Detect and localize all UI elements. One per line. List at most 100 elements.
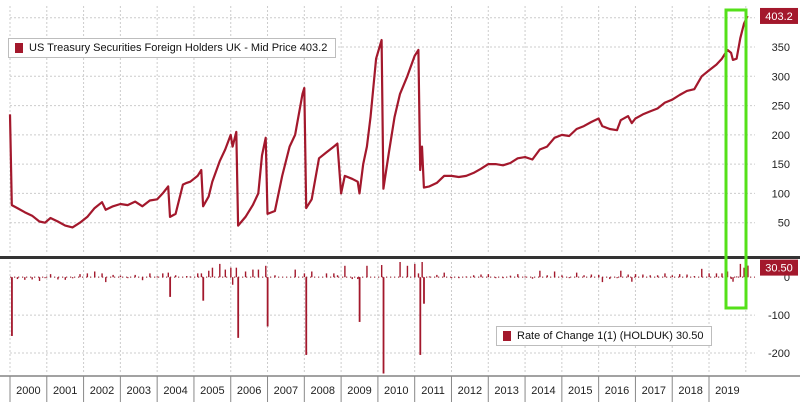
roc-bar	[428, 276, 431, 278]
roc-bar	[693, 276, 696, 278]
roc-bar	[656, 275, 659, 278]
top-last-value-label: 403.2	[765, 11, 793, 23]
roc-bar	[156, 276, 158, 278]
roc-bar	[715, 273, 718, 278]
roc-bar	[726, 271, 729, 278]
roc-bar	[24, 277, 26, 280]
x-tick-label: 2004	[163, 385, 187, 397]
roc-bar	[575, 272, 578, 278]
roc-bar	[583, 275, 585, 278]
x-tick-label: 2010	[384, 385, 408, 397]
roc-bar	[49, 274, 52, 278]
roc-bar	[197, 273, 199, 278]
roc-bar	[16, 277, 19, 280]
roc-bar	[553, 271, 556, 278]
roc-bar	[399, 262, 401, 278]
roc-bar	[417, 273, 420, 278]
x-tick-label: 2011	[421, 385, 445, 397]
top-legend-swatch	[15, 43, 23, 53]
roc-bar	[71, 277, 74, 279]
roc-bar	[502, 277, 504, 279]
roc-spike-bar	[169, 277, 172, 297]
roc-bar	[472, 275, 475, 278]
roc-spike-bar	[266, 277, 269, 327]
x-tick-label: 2018	[678, 385, 702, 397]
highlight-box	[724, 8, 748, 310]
roc-bar	[167, 272, 169, 278]
roc-bar	[38, 277, 41, 281]
top-y-tick-label: 50	[778, 218, 790, 230]
roc-spike-bar	[746, 265, 749, 278]
x-tick-label: 2007	[274, 385, 298, 397]
roc-bar	[200, 273, 203, 278]
pane-separator	[0, 256, 800, 259]
roc-bar	[294, 269, 296, 278]
roc-bar	[406, 265, 409, 278]
roc-bar	[366, 265, 368, 278]
roc-bar	[127, 277, 129, 279]
roc-bar	[509, 275, 512, 278]
roc-bar	[333, 273, 335, 278]
roc-bar	[701, 268, 703, 278]
roc-bar	[174, 275, 177, 278]
roc-bar	[94, 271, 96, 278]
roc-spike-bar	[11, 277, 13, 336]
roc-bar	[235, 267, 238, 278]
roc-bar	[436, 274, 438, 278]
top-y-tick-label: 350	[772, 42, 790, 54]
bottom-y-tick-label: -200	[768, 348, 790, 360]
roc-bar	[443, 272, 445, 278]
roc-bar	[185, 276, 188, 278]
roc-bar	[162, 273, 164, 278]
roc-bar	[524, 276, 526, 278]
roc-bar	[224, 269, 227, 278]
roc-bar	[44, 277, 46, 279]
top-y-tick-label: 250	[772, 101, 790, 113]
roc-bar	[601, 277, 604, 283]
roc-bar	[31, 277, 33, 280]
roc-bar	[311, 271, 313, 278]
bottom-legend-swatch	[503, 331, 511, 341]
roc-bar	[336, 275, 339, 278]
bottom-y-tick-label: -100	[768, 310, 790, 322]
x-tick-label: 2012	[458, 385, 482, 397]
x-tick-label: 2008	[310, 385, 334, 397]
roc-spike-bar	[423, 277, 425, 304]
roc-bar	[64, 277, 66, 280]
roc-spike-bar	[202, 277, 205, 301]
roc-bar	[598, 274, 600, 278]
roc-bar	[79, 274, 81, 278]
roc-bar	[642, 274, 644, 278]
roc-bar	[616, 277, 618, 279]
roc-bar	[708, 273, 710, 278]
bottom-y-tick-label: 0	[784, 272, 790, 284]
roc-bar	[414, 263, 416, 278]
roc-bar	[230, 267, 232, 278]
x-tick-label: 2016	[605, 385, 629, 397]
roc-bar	[539, 270, 541, 278]
roc-bar	[495, 277, 497, 279]
x-tick-label: 2005	[200, 385, 224, 397]
roc-bar	[421, 262, 423, 278]
roc-bar	[219, 263, 221, 278]
x-tick-label: 2013	[494, 385, 518, 397]
roc-bar	[664, 273, 666, 278]
roc-bar	[568, 277, 571, 279]
roc-bar	[101, 273, 103, 278]
roc-bar	[465, 276, 467, 278]
roc-bar	[736, 276, 738, 278]
roc-bar	[208, 270, 210, 278]
roc-bar	[244, 271, 247, 278]
roc-bar	[231, 277, 234, 285]
roc-bar	[627, 274, 629, 278]
roc-bar	[531, 277, 534, 279]
bottom-last-value-label: 30.50	[765, 263, 793, 275]
roc-bar	[480, 274, 482, 278]
roc-bar	[620, 270, 622, 278]
x-tick-label: 2015	[568, 385, 592, 397]
roc-bar	[274, 275, 276, 278]
roc-bar	[351, 277, 353, 280]
x-tick-label: 2014	[531, 385, 555, 397]
x-tick-label: 2001	[53, 385, 77, 397]
